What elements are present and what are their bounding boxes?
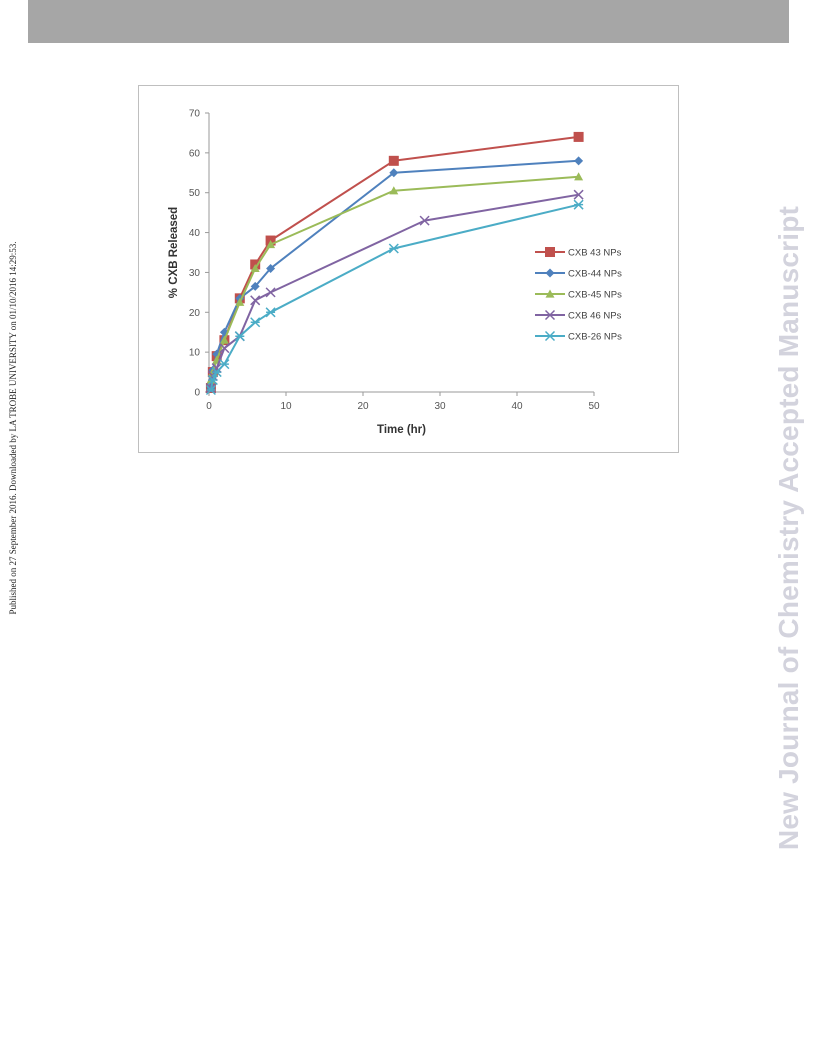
legend-swatch-marker — [545, 247, 555, 257]
series-5 — [205, 199, 584, 396]
data-point — [219, 343, 230, 354]
publication-note-text: Published on 27 September 2016. Download… — [8, 241, 18, 615]
legend: CXB 43 NPs CXB-44 NPs CXB-45 NPs CXB 46 NPs… — [535, 247, 622, 343]
series-line — [209, 175, 579, 381]
data-point — [235, 297, 245, 306]
y-tick-label: 70 — [189, 109, 201, 120]
data-point — [266, 240, 276, 249]
data-point — [207, 375, 218, 386]
x-tick-label: 10 — [280, 401, 292, 412]
legend-label: CXB-44 NPs — [568, 269, 622, 280]
data-point — [419, 215, 430, 226]
x-axis-title: Time (hr) — [377, 424, 426, 436]
legend-item: CXB-44 NPs — [535, 268, 622, 280]
y-tick-label: 10 — [189, 348, 201, 359]
legend-item: CXB 46 NPs — [535, 309, 622, 322]
legend-item: CXB-45 NPs — [535, 289, 622, 301]
legend-swatch-marker — [545, 289, 555, 298]
data-point — [219, 359, 230, 370]
data-point — [265, 307, 276, 318]
y-tick-label: 0 — [194, 388, 200, 399]
series-lines — [205, 131, 584, 396]
data-point — [573, 131, 584, 142]
series-4 — [205, 189, 584, 394]
legend-label: CXB 43 NPs — [568, 248, 622, 259]
data-point — [388, 243, 399, 254]
data-point — [389, 168, 399, 178]
data-point — [388, 155, 399, 166]
data-point — [574, 156, 584, 166]
legend-item: CXB 43 NPs — [535, 247, 622, 259]
y-tick-label: 40 — [189, 228, 201, 239]
legend-swatch-marker — [544, 330, 556, 342]
legend-item: CXB-26 NPs — [535, 330, 622, 343]
data-point — [205, 384, 216, 396]
x-tick-label: 20 — [357, 401, 369, 412]
series-line — [209, 193, 579, 389]
watermark-text: New Journal of Chemistry Accepted Manusc… — [773, 205, 804, 851]
data-point — [219, 335, 229, 344]
y-tick-label: 50 — [189, 188, 201, 199]
data-point — [211, 367, 222, 378]
y-tick-label: 60 — [189, 148, 201, 159]
data-point — [266, 263, 276, 273]
y-axis-title: % CXB Released — [168, 207, 180, 298]
journal-header-bar — [28, 0, 789, 43]
data-point — [389, 186, 399, 195]
tick-labels: 0 10 20 30 40 50 60 70 0 10 20 30 40 50 — [189, 109, 600, 413]
x-tick-label: 40 — [511, 401, 523, 412]
y-tick-label: 30 — [189, 268, 201, 279]
legend-swatch-marker — [544, 309, 556, 321]
data-point — [234, 331, 245, 342]
legend-label: CXB-26 NPs — [568, 332, 622, 343]
release-chart: 0 10 20 30 40 50 60 70 0 10 20 30 40 50 CXB 43 NPs CXB… — [138, 85, 679, 453]
data-point — [211, 363, 222, 374]
data-point — [574, 172, 584, 181]
x-tick-label: 0 — [206, 401, 212, 412]
data-point — [265, 287, 276, 298]
data-point — [250, 263, 260, 273]
series-line — [209, 203, 579, 391]
data-point — [219, 327, 229, 337]
legend-label: CXB 46 NPs — [568, 311, 622, 322]
y-tick-label: 20 — [189, 308, 201, 319]
data-point — [573, 189, 584, 200]
x-tick-label: 50 — [588, 401, 600, 412]
axes — [208, 113, 594, 393]
data-point — [250, 317, 261, 328]
series-line — [209, 159, 579, 389]
data-point — [250, 281, 260, 291]
data-point — [250, 295, 261, 306]
x-tick-label: 30 — [434, 401, 446, 412]
data-point — [573, 199, 584, 210]
legend-label: CXB-45 NPs — [568, 290, 622, 301]
legend-swatch-marker — [545, 268, 555, 278]
